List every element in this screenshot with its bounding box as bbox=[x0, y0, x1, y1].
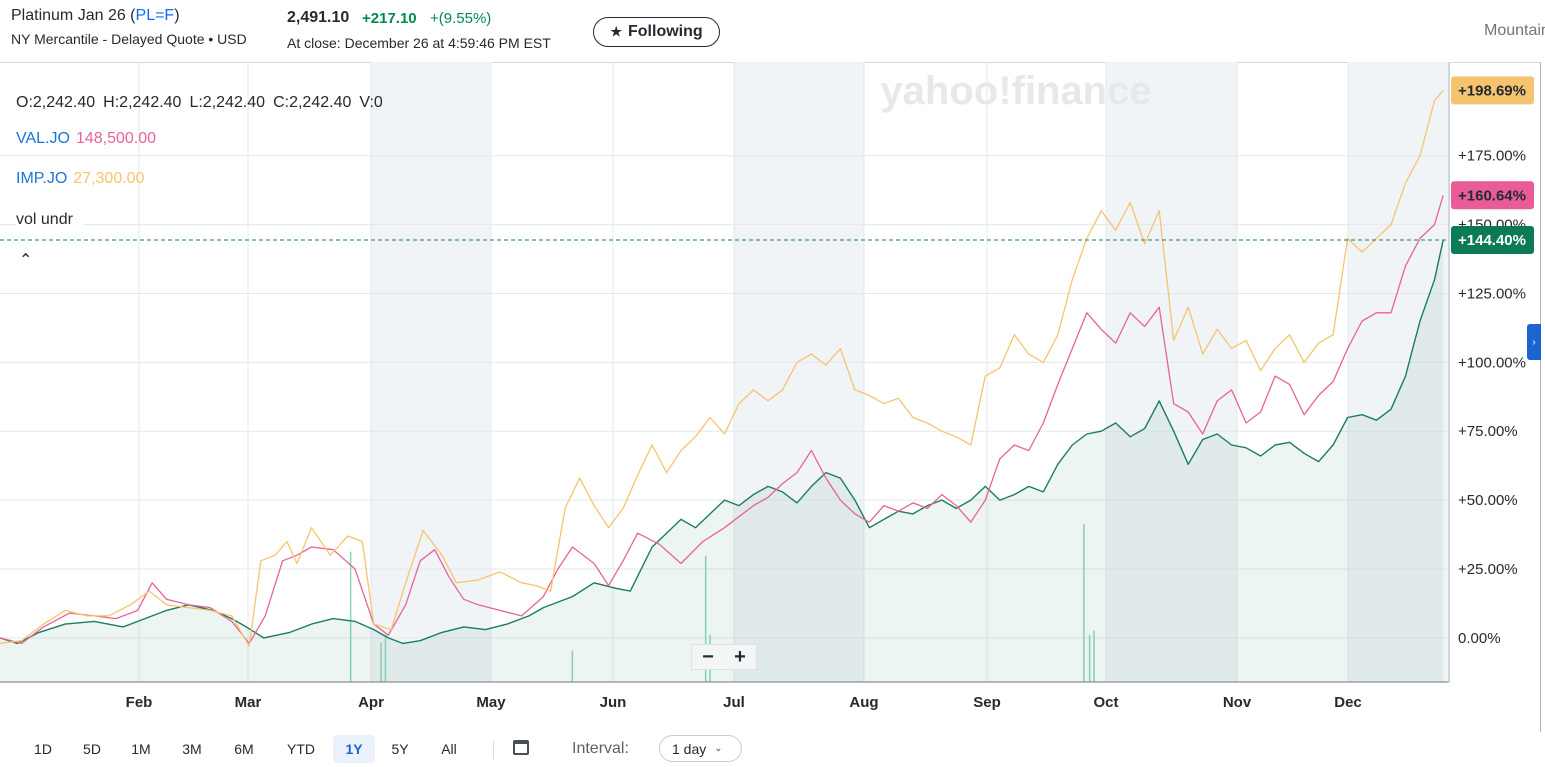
end-value-label: +144.40% bbox=[1458, 232, 1526, 249]
legend-item-val[interactable]: VAL.JO 148,500.00 bbox=[16, 130, 156, 148]
x-tick-label-nov: Nov bbox=[1223, 694, 1252, 711]
shaded-month-oct bbox=[1106, 62, 1237, 682]
legend-item-imp[interactable]: IMP.JO 27,300.00 bbox=[16, 170, 144, 188]
x-tick-label-feb: Feb bbox=[126, 694, 153, 711]
ohlc-open: O:2,242.40 bbox=[16, 94, 96, 111]
end-value-label: +160.64% bbox=[1458, 187, 1526, 204]
legend-symbol[interactable]: VAL.JO bbox=[16, 130, 70, 147]
shaded-month-dec bbox=[1348, 62, 1450, 682]
legend-value: 27,300.00 bbox=[73, 170, 145, 187]
y-tick-label: +125.00% bbox=[1458, 285, 1526, 302]
y-tick-label: 0.00% bbox=[1458, 630, 1501, 647]
exchange-info: NY Mercantile - Delayed Quote • USD bbox=[11, 31, 247, 47]
range-button-3m[interactable]: 3M bbox=[182, 741, 202, 757]
x-tick-label-jul: Jul bbox=[723, 694, 745, 711]
x-tick-label-sep: Sep bbox=[973, 694, 1001, 711]
chart-toolbar: 1D 5D 1M 3M 6M YTD 1Y 5Y All Interval: 1… bbox=[0, 733, 1545, 767]
price-change-percent: +(9.55%) bbox=[430, 10, 492, 27]
legend-symbol[interactable]: IMP.JO bbox=[16, 170, 68, 187]
end-value-badge bbox=[1451, 226, 1534, 255]
toolbar-divider bbox=[493, 741, 494, 759]
price-chart[interactable]: yahoo!finance 0.00% +25.00% +50.00% +75.00% +… bbox=[0, 62, 1541, 732]
expand-panel-tab[interactable]: › bbox=[1527, 324, 1541, 360]
series-line-plf bbox=[0, 239, 1444, 645]
range-button-1d[interactable]: 1D bbox=[34, 741, 52, 757]
y-tick-label: +175.00% bbox=[1458, 148, 1526, 165]
range-button-5d[interactable]: 5D bbox=[83, 741, 101, 757]
ohlc-volume: V:0 bbox=[359, 94, 383, 111]
range-button-ytd[interactable]: YTD bbox=[287, 741, 315, 757]
x-tick-label-oct: Oct bbox=[1093, 694, 1118, 711]
close-time: At close: December 26 at 4:59:46 PM EST bbox=[287, 35, 551, 51]
star-icon: ★ bbox=[610, 24, 622, 39]
series-line-impjo bbox=[0, 89, 1444, 647]
zoom-out-button[interactable]: − bbox=[702, 646, 714, 668]
y-tick-label: +25.00% bbox=[1458, 561, 1518, 578]
symbol-link[interactable]: PL=F bbox=[135, 7, 175, 24]
paren-close: ) bbox=[174, 7, 180, 24]
caret-up-icon[interactable]: ⌃ bbox=[19, 252, 33, 269]
x-tick-label-dec: Dec bbox=[1334, 694, 1362, 711]
quote-title: Platinum Jan 26 (PL=F) bbox=[11, 7, 180, 25]
zoom-controls: − + bbox=[691, 644, 757, 670]
timezone-label: Mountain bbox=[1484, 22, 1545, 39]
y-tick-label: +75.00% bbox=[1458, 423, 1518, 440]
x-tick-label-may: May bbox=[476, 694, 506, 711]
calendar-icon[interactable] bbox=[513, 740, 529, 755]
range-button-1m[interactable]: 1M bbox=[131, 741, 151, 757]
legend-value: 148,500.00 bbox=[75, 130, 157, 147]
volume-legend[interactable]: vol undr bbox=[16, 211, 83, 229]
yahoo-finance-watermark: yahoo!finance bbox=[880, 69, 1151, 113]
x-tick-label-mar: Mar bbox=[235, 694, 262, 711]
instrument-name: Platinum Jan 26 bbox=[11, 7, 126, 24]
price-change: +217.10 bbox=[362, 10, 417, 27]
following-label: Following bbox=[628, 23, 703, 40]
current-price: 2,491.10 bbox=[287, 9, 350, 26]
paren-open: ( bbox=[125, 7, 136, 24]
range-button-6m[interactable]: 6M bbox=[234, 741, 254, 757]
series-line-valjo bbox=[0, 195, 1444, 645]
y-tick-label: +100.00% bbox=[1458, 354, 1526, 371]
shaded-month-jul bbox=[734, 62, 864, 682]
shaded-month-apr bbox=[371, 62, 491, 682]
zoom-in-button[interactable]: + bbox=[734, 646, 746, 668]
end-value-label: +198.69% bbox=[1458, 82, 1526, 99]
x-tick-label-aug: Aug bbox=[849, 694, 878, 711]
range-button-all[interactable]: All bbox=[441, 741, 457, 757]
end-value-badge bbox=[1451, 76, 1534, 105]
ohlc-low: L:2,242.40 bbox=[189, 94, 266, 111]
interval-label: Interval: bbox=[572, 740, 629, 757]
quote-header: Platinum Jan 26 (PL=F) NY Mercantile - D… bbox=[0, 0, 1545, 60]
ohlc-close: C:2,242.40 bbox=[273, 94, 352, 111]
chevron-down-icon: ⌄ bbox=[714, 743, 723, 754]
series-area-plf bbox=[0, 240, 1444, 682]
x-tick-label-jun: Jun bbox=[600, 694, 627, 711]
interval-value: 1 day bbox=[672, 740, 707, 757]
x-tick-label-apr: Apr bbox=[358, 694, 384, 711]
ohlc-high: H:2,242.40 bbox=[103, 94, 182, 111]
chevron-right-icon: › bbox=[1532, 336, 1536, 348]
y-tick-label: +50.00% bbox=[1458, 492, 1518, 509]
interval-select[interactable]: 1 day ⌄ bbox=[659, 735, 742, 762]
following-button[interactable]: ★ Following bbox=[593, 17, 720, 47]
ohlc-legend: O:2,242.40 H:2,242.40 L:2,242.40 C:2,242.40… bbox=[16, 94, 391, 112]
range-button-5y[interactable]: 5Y bbox=[391, 741, 409, 757]
end-value-badge bbox=[1451, 181, 1534, 210]
range-button-1y[interactable]: 1Y bbox=[333, 735, 375, 763]
